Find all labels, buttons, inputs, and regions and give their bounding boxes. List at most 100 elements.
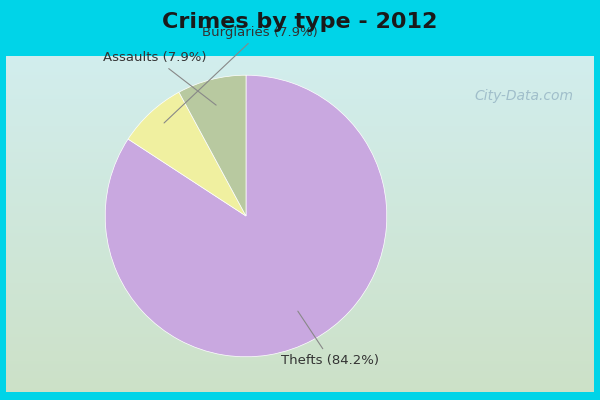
Bar: [6, 194, 594, 197]
Bar: [6, 120, 594, 123]
Bar: [6, 214, 594, 217]
Bar: [6, 56, 594, 59]
Bar: [6, 352, 594, 355]
Bar: [6, 180, 594, 184]
Bar: [6, 170, 594, 174]
Bar: [6, 378, 594, 382]
Wedge shape: [179, 75, 246, 216]
Bar: [6, 113, 594, 116]
Bar: [6, 103, 594, 106]
Bar: [6, 197, 594, 200]
Bar: [6, 83, 594, 86]
Text: Crimes by type - 2012: Crimes by type - 2012: [163, 12, 437, 32]
Bar: [6, 258, 594, 261]
Bar: [6, 328, 594, 332]
Bar: [6, 231, 594, 234]
Bar: [6, 200, 594, 204]
Text: Assaults (7.9%): Assaults (7.9%): [103, 51, 216, 105]
Bar: [6, 389, 594, 392]
Bar: [6, 217, 594, 221]
Bar: [6, 160, 594, 164]
Bar: [6, 348, 594, 352]
Bar: [6, 116, 594, 120]
Bar: [6, 66, 594, 70]
Bar: [6, 332, 594, 335]
Bar: [6, 164, 594, 167]
Bar: [6, 110, 594, 113]
Bar: [6, 264, 594, 268]
Bar: [6, 291, 594, 294]
Bar: [6, 355, 594, 358]
Bar: [6, 244, 594, 248]
Bar: [6, 375, 594, 378]
Bar: [6, 368, 594, 372]
Bar: [6, 143, 594, 147]
Bar: [6, 90, 594, 93]
Bar: [6, 147, 594, 150]
Bar: [6, 130, 594, 133]
Bar: [6, 311, 594, 315]
Bar: [6, 133, 594, 137]
Bar: [6, 315, 594, 318]
Bar: [6, 365, 594, 368]
Bar: [6, 308, 594, 311]
Bar: [6, 254, 594, 258]
Bar: [6, 63, 594, 66]
Bar: [6, 59, 594, 63]
Bar: [6, 150, 594, 154]
Bar: [6, 221, 594, 224]
Bar: [6, 140, 594, 143]
Bar: [6, 274, 594, 278]
Bar: [6, 301, 594, 305]
Bar: [6, 284, 594, 288]
Bar: [6, 96, 594, 100]
Bar: [6, 322, 594, 325]
Bar: [6, 106, 594, 110]
Bar: [6, 294, 594, 298]
Text: Thefts (84.2%): Thefts (84.2%): [281, 311, 379, 367]
Bar: [6, 167, 594, 170]
Bar: [6, 224, 594, 227]
Bar: [6, 86, 594, 90]
Bar: [6, 261, 594, 264]
Wedge shape: [128, 92, 246, 216]
Bar: [6, 305, 594, 308]
Bar: [6, 234, 594, 238]
Bar: [6, 335, 594, 338]
Bar: [6, 362, 594, 365]
Bar: [6, 271, 594, 274]
Bar: [6, 298, 594, 301]
Bar: [6, 342, 594, 345]
Bar: [6, 207, 594, 210]
Bar: [6, 184, 594, 187]
Bar: [6, 93, 594, 96]
Bar: [6, 123, 594, 126]
Wedge shape: [105, 75, 387, 357]
Bar: [6, 382, 594, 385]
Bar: [6, 73, 594, 76]
Bar: [6, 358, 594, 362]
Bar: [6, 238, 594, 241]
Bar: [6, 157, 594, 160]
Bar: [6, 288, 594, 291]
Bar: [6, 204, 594, 207]
Bar: [6, 76, 594, 80]
Bar: [6, 385, 594, 389]
Bar: [6, 187, 594, 190]
Bar: [6, 137, 594, 140]
Bar: [6, 372, 594, 375]
Bar: [6, 174, 594, 177]
Bar: [6, 318, 594, 322]
Text: City-Data.com: City-Data.com: [474, 89, 573, 103]
Bar: [6, 251, 594, 254]
Bar: [6, 177, 594, 180]
Bar: [6, 268, 594, 271]
Bar: [6, 100, 594, 103]
Bar: [6, 338, 594, 342]
Bar: [6, 345, 594, 348]
Bar: [6, 70, 594, 73]
Bar: [6, 190, 594, 194]
Bar: [6, 325, 594, 328]
Bar: [6, 278, 594, 281]
Bar: [6, 126, 594, 130]
